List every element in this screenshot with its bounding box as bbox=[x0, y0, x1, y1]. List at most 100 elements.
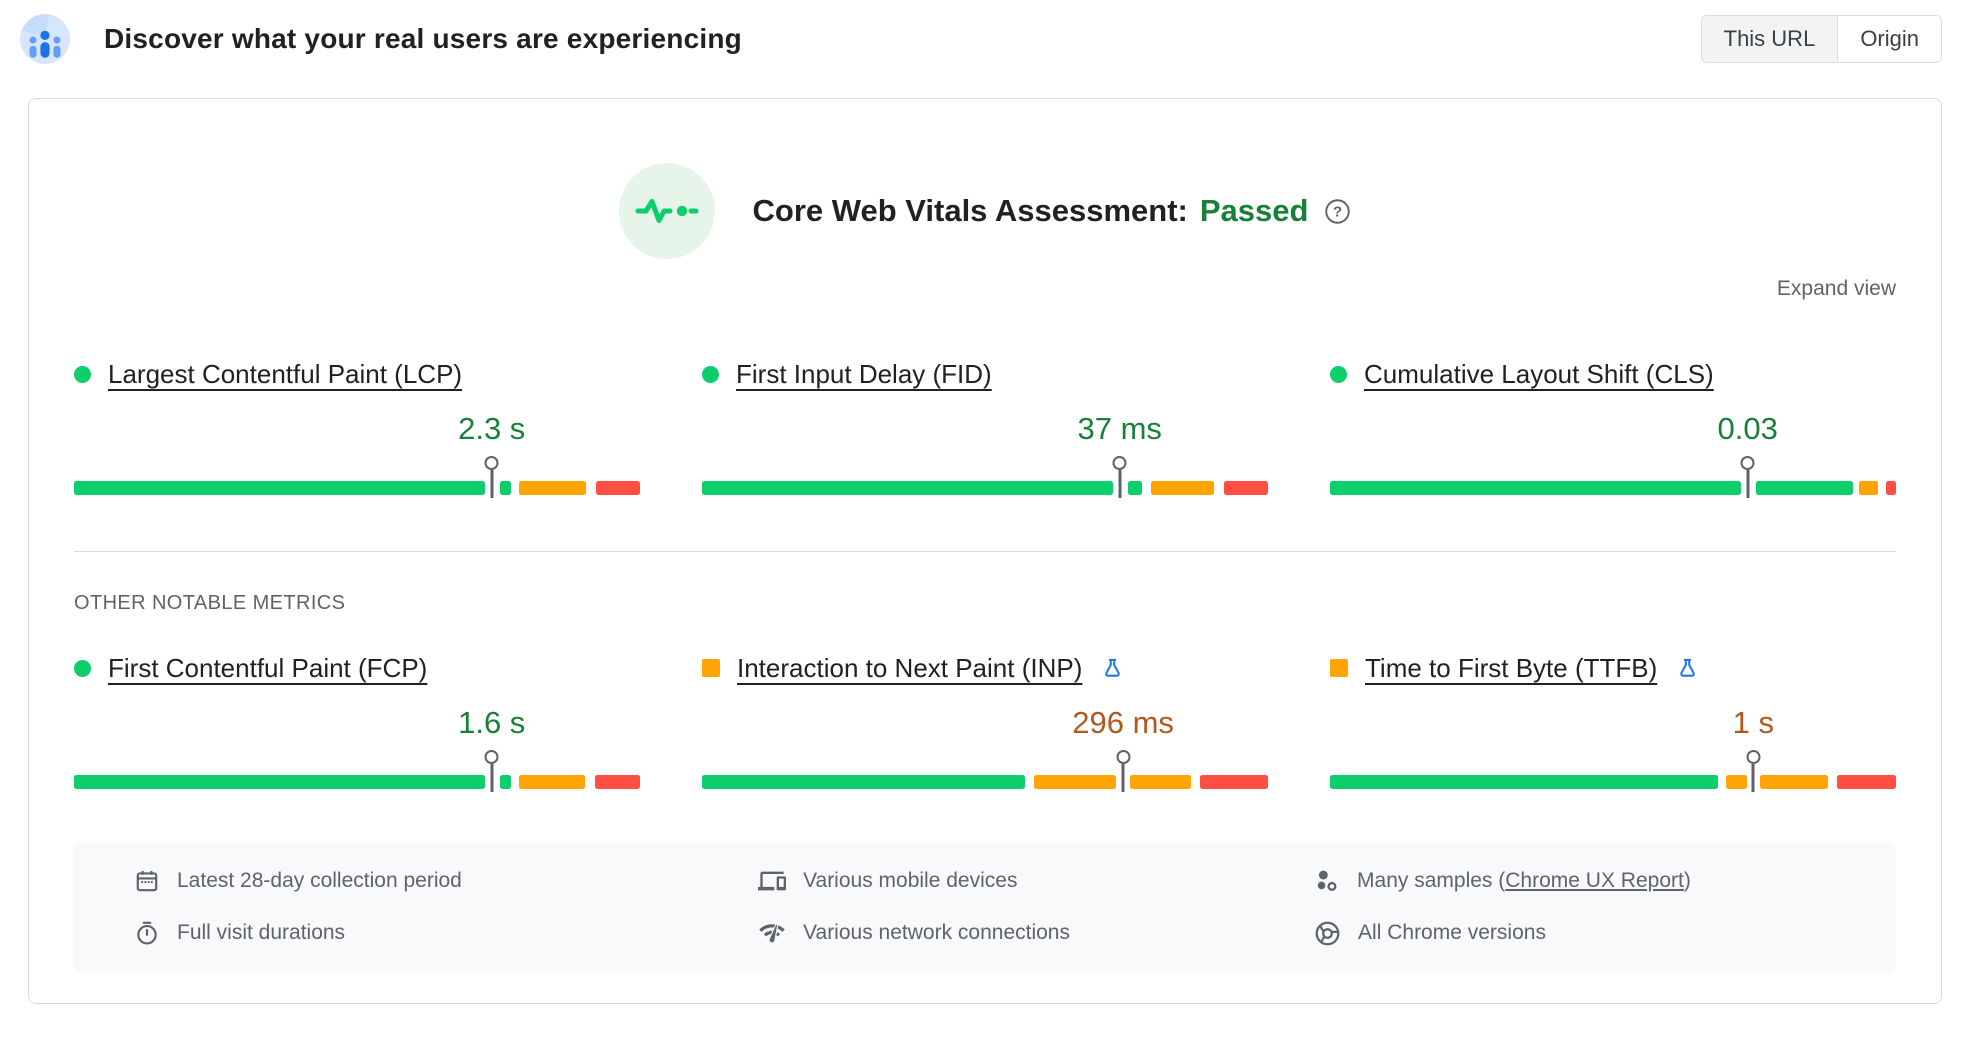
network-check-icon bbox=[759, 924, 785, 943]
metric-title-link[interactable]: Largest Contentful Paint (LCP) bbox=[108, 358, 463, 389]
bar-segment-good bbox=[74, 481, 485, 495]
bar-segment-good bbox=[499, 481, 511, 495]
bar-segment-average bbox=[519, 775, 586, 789]
collection-info-panel: Latest 28-day collection period Various … bbox=[74, 841, 1896, 973]
metric-chart: 2.3 s bbox=[74, 391, 640, 498]
pin-circle bbox=[484, 750, 499, 764]
samples-text: Many samples (Chrome UX Report) bbox=[1357, 869, 1691, 892]
bar-segment-good bbox=[1330, 481, 1741, 495]
page-header: Discover what your real users are experi… bbox=[0, 0, 1970, 64]
metric-rating-bullet bbox=[702, 365, 719, 383]
toggle-this-url-button[interactable]: This URL bbox=[1701, 16, 1839, 62]
field-data-users-icon bbox=[20, 14, 70, 64]
metric-cls: Cumulative Layout Shift (CLS) 0.03 bbox=[1330, 357, 1896, 498]
chrome-versions-info: All Chrome versions bbox=[1314, 919, 1836, 947]
pin-stem bbox=[490, 764, 494, 792]
metric-value: 37 ms bbox=[1077, 411, 1162, 446]
pin-stem bbox=[1751, 764, 1755, 792]
pin-stem bbox=[1121, 764, 1125, 792]
help-icon[interactable]: ? bbox=[1324, 198, 1351, 225]
visit-durations-info: Full visit durations bbox=[134, 919, 758, 947]
bar-segment-good bbox=[499, 775, 511, 789]
metric-value-pin bbox=[484, 456, 499, 498]
samples-info: Many samples (Chrome UX Report) bbox=[1314, 867, 1836, 895]
bar-segment-average bbox=[1129, 775, 1192, 789]
metric-title-row: First Input Delay (FID) bbox=[702, 357, 1268, 391]
devices-info: Various mobile devices bbox=[758, 867, 1314, 895]
metric-value: 2.3 s bbox=[458, 411, 526, 446]
metric-value-pin bbox=[1112, 456, 1127, 498]
bar-segment-average bbox=[1760, 775, 1829, 789]
bar-segment-average bbox=[1033, 775, 1117, 789]
metric-lcp: Largest Contentful Paint (LCP) 2.3 s bbox=[74, 357, 640, 498]
metric-distribution-bar bbox=[1330, 750, 1896, 792]
pin-stem bbox=[1118, 470, 1122, 498]
metric-chart: 1.6 s bbox=[74, 685, 640, 792]
metric-value: 0.03 bbox=[1717, 411, 1778, 446]
other-metrics-row: First Contentful Paint (FCP) 1.6 s Inter… bbox=[74, 651, 1896, 792]
pin-stem bbox=[1746, 470, 1750, 498]
metric-value-pin bbox=[1740, 456, 1755, 498]
metric-title-link[interactable]: Time to First Byte (TTFB) bbox=[1365, 652, 1658, 683]
metric-chart: 1 s bbox=[1330, 685, 1896, 792]
collection-period-text: Latest 28-day collection period bbox=[177, 869, 462, 892]
pin-circle bbox=[1746, 750, 1761, 764]
devices-text: Various mobile devices bbox=[803, 869, 1018, 892]
pin-circle bbox=[484, 456, 499, 470]
pin-stem bbox=[490, 470, 494, 498]
metric-distribution-bar bbox=[702, 456, 1268, 498]
connections-info: Various network connections bbox=[758, 919, 1314, 947]
metric-title-link[interactable]: Cumulative Layout Shift (CLS) bbox=[1364, 358, 1714, 389]
metric-title-link[interactable]: First Contentful Paint (FCP) bbox=[108, 652, 428, 683]
bar-segment-poor bbox=[1837, 775, 1896, 789]
connections-text: Various network connections bbox=[803, 921, 1070, 944]
metric-title-row: Largest Contentful Paint (LCP) bbox=[74, 357, 640, 391]
metric-value: 296 ms bbox=[1072, 705, 1174, 740]
bar-segment-good bbox=[702, 481, 1113, 495]
field-data-card: Core Web Vitals Assessment: Passed ? Exp… bbox=[28, 98, 1942, 1004]
metric-distribution-bar bbox=[702, 750, 1268, 792]
pin-circle bbox=[1112, 456, 1127, 470]
cwv-assessment-header: Core Web Vitals Assessment: Passed ? bbox=[74, 163, 1896, 259]
chrome-ux-report-link[interactable]: Chrome UX Report bbox=[1505, 869, 1684, 892]
metric-rating-bullet bbox=[1330, 659, 1348, 677]
metric-title-row: Cumulative Layout Shift (CLS) bbox=[1330, 357, 1896, 391]
metric-title-link[interactable]: Interaction to Next Paint (INP) bbox=[737, 652, 1083, 683]
bar-segment-good bbox=[702, 775, 1025, 789]
metric-chart: 37 ms bbox=[702, 391, 1268, 498]
section-divider bbox=[74, 551, 1896, 552]
bar-segment-poor bbox=[1200, 775, 1268, 789]
bar-segment-poor bbox=[1223, 481, 1268, 495]
calendar-icon bbox=[136, 871, 158, 892]
bar-segment-poor bbox=[594, 775, 640, 789]
pin-circle bbox=[1116, 750, 1131, 764]
bar-segment-average bbox=[1858, 481, 1879, 495]
bar-segment-average bbox=[1150, 481, 1215, 495]
pin-circle bbox=[1740, 456, 1755, 470]
bar-segment-good bbox=[74, 775, 485, 789]
metric-rating-bullet bbox=[702, 659, 720, 677]
expand-view-button[interactable]: Expand view bbox=[1776, 277, 1896, 300]
metric-title-row: Interaction to Next Paint (INP) bbox=[702, 651, 1268, 685]
metric-title-row: Time to First Byte (TTFB) bbox=[1330, 651, 1896, 685]
bar-segment-good bbox=[1755, 481, 1853, 495]
metric-fid: First Input Delay (FID) 37 ms bbox=[702, 357, 1268, 498]
toggle-origin-button[interactable]: Origin bbox=[1838, 16, 1941, 62]
url-origin-toggle: This URL Origin bbox=[1700, 15, 1942, 63]
collection-period-info: Latest 28-day collection period bbox=[134, 867, 758, 895]
samples-icon bbox=[1317, 870, 1337, 892]
metric-chart: 0.03 bbox=[1330, 391, 1896, 498]
metric-title-link[interactable]: First Input Delay (FID) bbox=[736, 358, 992, 389]
pulse-icon bbox=[618, 163, 715, 259]
cwv-assessment-label: Core Web Vitals Assessment: bbox=[752, 193, 1188, 228]
experimental-flask-icon[interactable] bbox=[1101, 657, 1124, 680]
metric-fcp: First Contentful Paint (FCP) 1.6 s bbox=[74, 651, 640, 792]
metric-rating-bullet bbox=[1330, 365, 1347, 383]
metric-value: 1.6 s bbox=[458, 705, 526, 740]
metric-value: 1 s bbox=[1732, 705, 1775, 740]
svg-text:?: ? bbox=[1333, 203, 1342, 220]
bar-segment-good bbox=[1127, 481, 1143, 495]
experimental-flask-icon[interactable] bbox=[1676, 657, 1699, 680]
bar-segment-average bbox=[519, 481, 587, 495]
expand-view-row: Expand view bbox=[74, 277, 1896, 301]
